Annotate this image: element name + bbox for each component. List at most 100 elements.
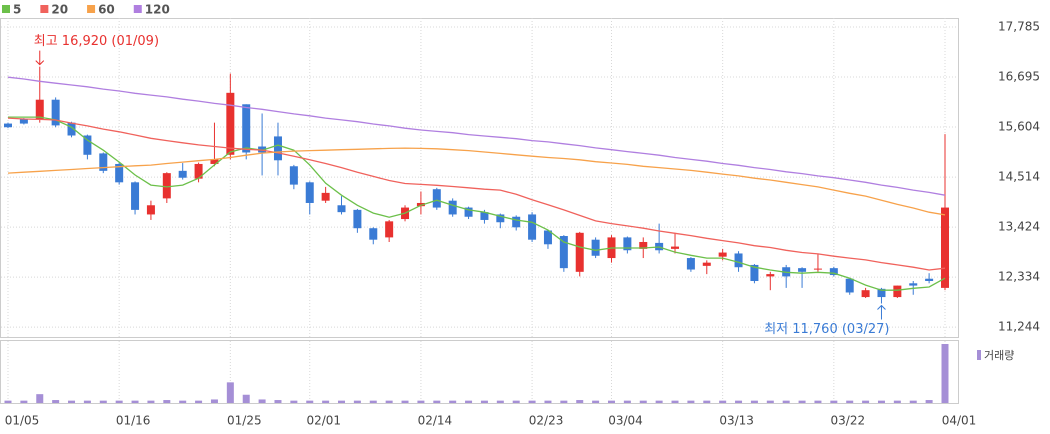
x-tick-label: 01/16	[116, 414, 151, 428]
volume-bar	[338, 400, 346, 403]
volume-bar	[179, 400, 187, 403]
candle-body	[686, 258, 695, 270]
volume-bar	[480, 400, 488, 403]
candle-body	[131, 182, 140, 210]
volume-bar	[449, 400, 457, 403]
ma-line	[7, 117, 946, 271]
volume-bar	[369, 400, 377, 403]
candle-body	[226, 92, 235, 155]
x-tick-label: 03/13	[719, 414, 754, 428]
volume-bar	[163, 400, 171, 403]
y-tick-label: 16,695	[998, 69, 1040, 83]
candle-body	[575, 232, 584, 272]
candle-body	[734, 253, 743, 268]
x-tick-label: 04/01	[942, 414, 977, 428]
candle-body	[496, 214, 505, 223]
volume-bar	[20, 400, 28, 403]
candle-body	[99, 153, 108, 171]
candle-body	[416, 202, 425, 207]
candle-body	[35, 99, 44, 119]
candle-body	[766, 274, 775, 277]
legend-label: 5	[13, 3, 21, 17]
volume-legend: 거래량	[984, 349, 1014, 362]
candle-body	[146, 205, 155, 215]
volume-bar	[639, 400, 647, 403]
candle-body	[861, 290, 870, 298]
candle-body	[941, 207, 949, 288]
volume-bar	[798, 400, 806, 403]
candle-body	[210, 159, 219, 164]
candle-body	[623, 237, 632, 251]
volume-bar	[560, 400, 568, 403]
volume-bar	[496, 400, 504, 403]
volume-bar	[544, 400, 552, 403]
volume-bar	[99, 400, 107, 403]
volume-bar	[846, 400, 854, 403]
legend-label: 20	[51, 3, 68, 17]
y-tick-label: 11,244	[998, 320, 1040, 334]
candle-body	[702, 262, 711, 266]
volume-bar	[274, 400, 282, 403]
candle-body	[273, 136, 282, 161]
volume-bar	[465, 400, 473, 403]
candle-body	[337, 205, 346, 213]
candle-body	[353, 209, 362, 229]
candle-body	[448, 200, 457, 215]
volume-bar	[782, 400, 790, 403]
volume-bar	[226, 382, 234, 403]
volume-bar	[671, 400, 679, 403]
candle-body	[369, 228, 378, 240]
volume-bar	[766, 400, 774, 403]
candle-body	[559, 236, 568, 269]
candle-body	[798, 268, 807, 272]
y-tick-label: 17,785	[998, 19, 1040, 33]
candle-body	[51, 99, 60, 126]
y-tick-label: 14,514	[998, 170, 1040, 184]
ma-line	[7, 76, 946, 196]
candle-body	[750, 264, 759, 282]
volume-bar	[576, 400, 584, 403]
legend-swatch	[133, 5, 142, 13]
volume-bar	[401, 400, 409, 403]
legend-swatch	[40, 5, 49, 13]
volume-bar	[528, 400, 536, 403]
candle-body	[480, 212, 489, 220]
candle-body	[289, 166, 298, 185]
candle-body	[813, 268, 822, 270]
volume-bar	[353, 400, 361, 403]
candle-body	[845, 278, 854, 293]
annotation: 최고 16,920 (01/09)	[34, 34, 159, 49]
volume-bar	[115, 400, 123, 403]
x-tick-label: 01/25	[227, 414, 262, 428]
candle-body	[115, 163, 124, 183]
candle-body	[19, 118, 28, 124]
volume-bar	[306, 400, 314, 403]
candle-body	[893, 285, 902, 298]
volume-bar	[909, 400, 917, 403]
candle-body	[194, 163, 203, 179]
volume-bar	[385, 400, 393, 403]
volume-bar	[322, 400, 330, 403]
x-tick-label: 02/23	[529, 414, 564, 428]
candle-body	[162, 173, 171, 199]
volume-bar	[83, 400, 91, 403]
volume-bar	[830, 400, 838, 403]
candle-body	[178, 170, 187, 178]
volume-bar	[592, 400, 600, 403]
annotation-arrow	[877, 304, 886, 320]
ma-line	[8, 116, 946, 291]
volume-bar	[735, 400, 743, 403]
candle-body	[528, 214, 537, 240]
volume-bar	[925, 400, 933, 403]
candle-body	[83, 135, 92, 155]
candle-body	[464, 207, 473, 217]
legend-swatch	[2, 5, 10, 13]
x-tick-label: 03/22	[831, 414, 866, 428]
candle-body	[385, 221, 394, 238]
volume-bar	[131, 400, 139, 403]
volume-bar	[147, 400, 155, 403]
volume-bar	[68, 400, 76, 403]
volume-bar	[893, 400, 901, 403]
volume-bar	[4, 400, 12, 403]
y-tick-label: 12,334	[998, 270, 1040, 284]
